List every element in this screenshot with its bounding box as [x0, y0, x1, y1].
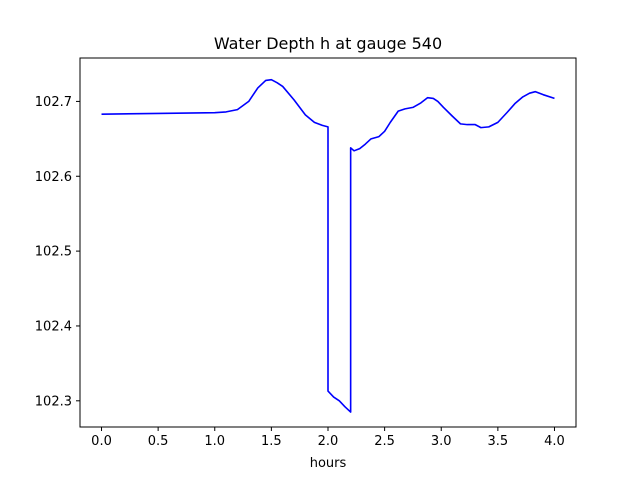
- y-tick-label: 102.6: [35, 170, 72, 185]
- y-tick-label: 102.5: [35, 245, 72, 260]
- y-tick-label: 102.4: [35, 319, 72, 334]
- x-tick-label: 1.0: [204, 434, 225, 449]
- y-tick-label: 102.7: [35, 95, 72, 110]
- chart-title: Water Depth h at gauge 540: [214, 34, 442, 53]
- x-tick-label: 2.0: [318, 434, 339, 449]
- y-tick-label: 102.3: [35, 394, 72, 409]
- x-tick-label: 1.5: [261, 434, 282, 449]
- x-tick-label: 0.0: [91, 434, 112, 449]
- series-layer: [101, 78, 555, 413]
- x-tick-label: 3.5: [488, 434, 509, 449]
- y-axis: 102.3 102.4 102.5 102.6 102.7: [35, 95, 80, 409]
- x-tick-label: 3.0: [431, 434, 452, 449]
- x-axis: 0.0 0.5 1.0 1.5 2.0 2.5 3.0 3.5 4.0: [91, 427, 565, 449]
- series-line-0: [101, 78, 555, 413]
- x-tick-label: 2.5: [374, 434, 395, 449]
- plot-area: 0.0 0.5 1.0 1.5 2.0 2.5 3.0 3.5 4.0 102.3102.410…: [35, 57, 577, 449]
- x-tick-label: 0.5: [148, 434, 169, 449]
- x-tick-label: 4.0: [544, 434, 565, 449]
- x-axis-label: hours: [310, 456, 347, 471]
